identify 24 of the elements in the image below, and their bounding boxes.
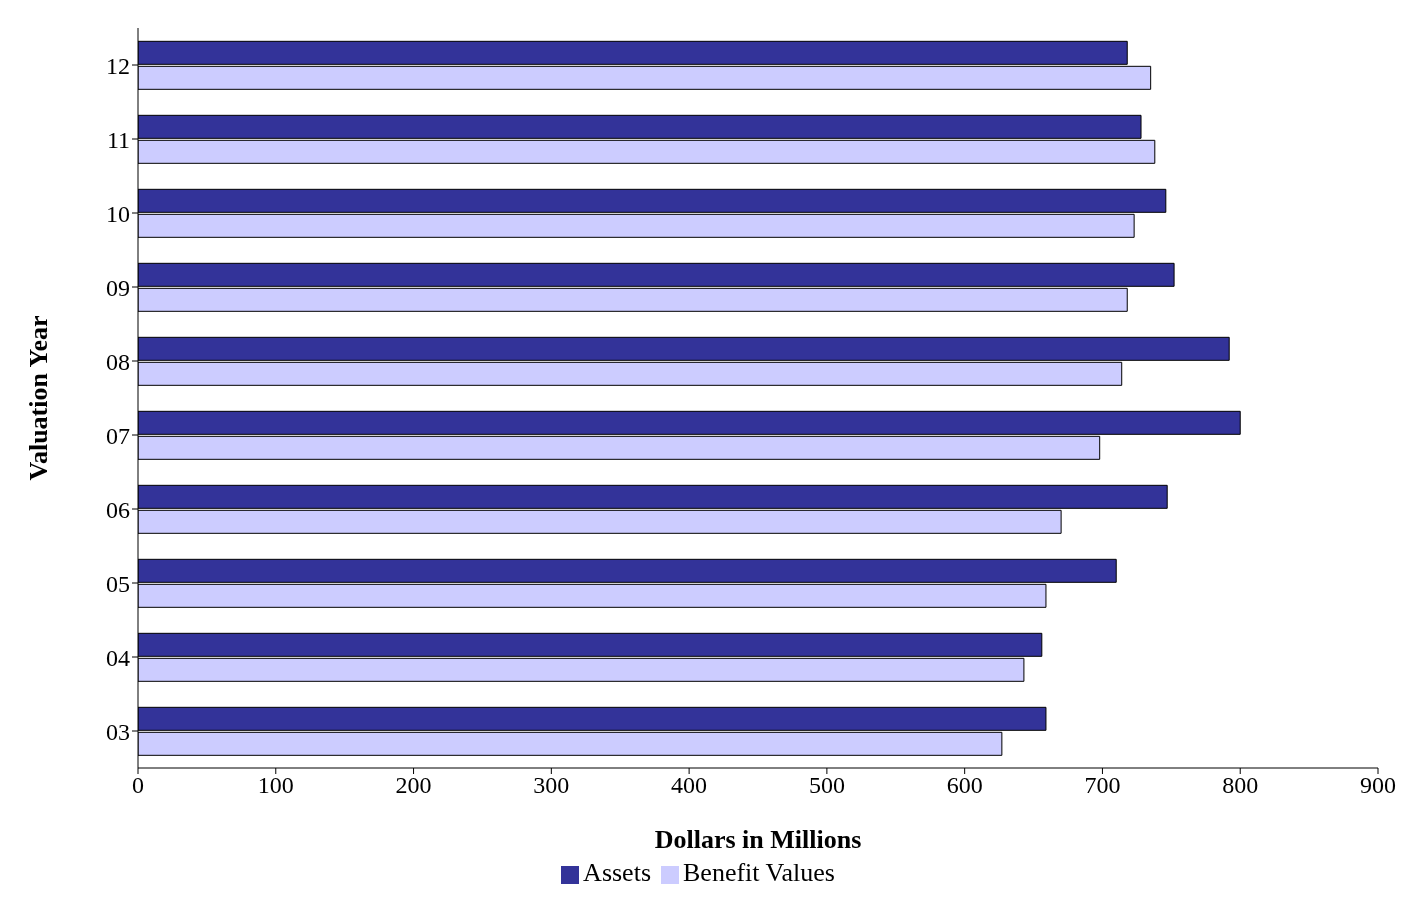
x-tick-label: 300 xyxy=(533,772,570,799)
x-tick-label: 200 xyxy=(395,772,432,799)
y-tick-label: 05 xyxy=(106,570,130,597)
legend-label: Assets xyxy=(583,858,652,887)
x-tick-label: 0 xyxy=(132,772,144,799)
x-tick-label: 600 xyxy=(946,772,983,799)
y-tick-label: 12 xyxy=(106,52,130,79)
x-tick-label: 800 xyxy=(1222,772,1259,799)
x-tick-label: 700 xyxy=(1084,772,1121,799)
x-tick-label: 100 xyxy=(257,772,294,799)
y-tick-label: 04 xyxy=(106,644,130,671)
y-tick-label: 09 xyxy=(106,274,130,301)
x-tick-label: 500 xyxy=(808,772,845,799)
legend-label: Benefit Values xyxy=(683,858,835,887)
y-tick-label: 06 xyxy=(106,496,130,523)
y-tick-label: 10 xyxy=(106,200,130,227)
x-axis-title: Dollars in Millions xyxy=(654,825,862,854)
y-tick-label: 08 xyxy=(106,348,130,375)
y-tick-label: 03 xyxy=(106,718,130,745)
y-tick-label: 11 xyxy=(106,126,130,153)
x-tick-label: 400 xyxy=(671,772,708,799)
x-tick-label: 900 xyxy=(1360,772,1396,799)
y-tick-label: 07 xyxy=(106,422,130,449)
y-axis-title: Valuation Year xyxy=(24,315,54,481)
